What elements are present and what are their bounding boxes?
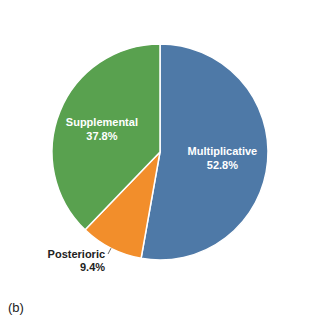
data-label: Supplemental 37.8% [66, 116, 138, 141]
category-label: Posterioric [48, 248, 105, 260]
value-label: 37.8% [86, 130, 117, 142]
annotation: (b) [8, 300, 24, 315]
value-label: 9.4% [80, 261, 105, 273]
leader-line [108, 248, 111, 254]
category-label: Supplemental [66, 116, 138, 128]
data-label: Posterioric9.4% [48, 248, 106, 273]
data-labels: Multiplicative 52.8% Posterioric9.4% Supple… [48, 116, 258, 272]
slices [52, 44, 268, 260]
chart-container: Multiplicative 52.8% Posterioric9.4% Supple… [0, 0, 320, 320]
value-label: 52.8% [207, 159, 238, 171]
data-label: Multiplicative 52.8% [188, 145, 258, 170]
pie-slice [52, 44, 160, 230]
category-label: Multiplicative [188, 145, 258, 157]
pie-chart: Multiplicative 52.8% Posterioric9.4% Supple… [0, 0, 320, 320]
